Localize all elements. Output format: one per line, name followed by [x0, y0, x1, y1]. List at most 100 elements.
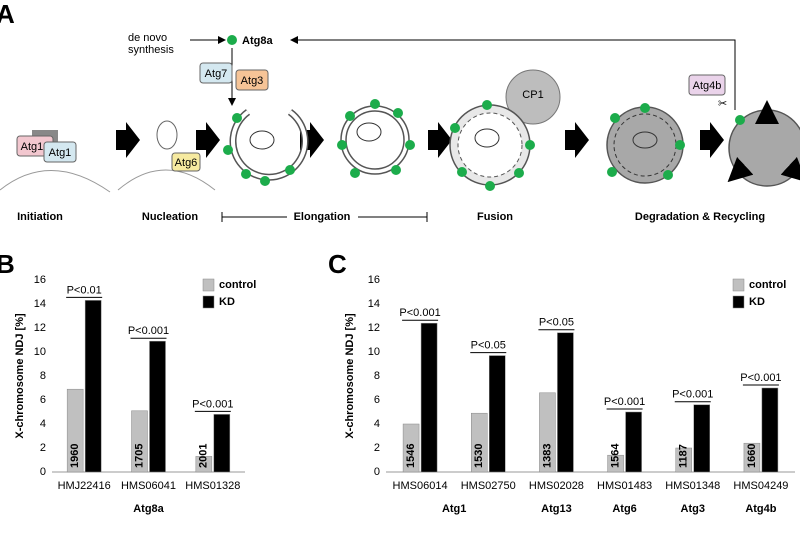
bar [471, 412, 488, 473]
count-label: 1187 [678, 444, 690, 468]
bar [84, 300, 102, 473]
count-label: 1530 [473, 444, 485, 468]
y-tick-label: 12 [368, 322, 380, 334]
lysosome [505, 69, 561, 125]
legend-swatch [202, 295, 215, 309]
x-tick-label: HMJ22416 [58, 480, 111, 492]
bar [402, 423, 420, 473]
stage-label: Initiation [17, 211, 63, 223]
protein-label: CP1 [522, 89, 543, 101]
step-arrows [116, 122, 724, 158]
p-value: P<0.001 [740, 372, 781, 384]
y-tick-label: 16 [34, 274, 46, 286]
legend-label: control [219, 279, 256, 291]
x-tick-label: HMS01348 [665, 480, 720, 492]
count-label: 469 [491, 450, 503, 468]
x-tick-label: HMS04249 [733, 480, 788, 492]
group-label: Atg13 [541, 503, 572, 515]
bar [743, 442, 761, 473]
group-label: Atg4b [745, 503, 776, 515]
p-value: P<0.05 [539, 317, 574, 329]
count-label: 1546 [405, 444, 417, 468]
bar [607, 454, 624, 473]
y-tick-label: 12 [34, 322, 46, 334]
legend-label: control [749, 279, 786, 291]
group-label: Atg8a [133, 503, 164, 515]
count-label: 1383 [541, 444, 553, 468]
p-value: P<0.001 [672, 389, 713, 401]
p-value: P<0.01 [67, 284, 102, 296]
legend-swatch [202, 278, 215, 292]
y-tick-label: 6 [374, 394, 380, 406]
bar [557, 332, 574, 473]
bar [149, 340, 166, 473]
y-axis-label: X-chromosome NDJ [%] [344, 313, 356, 439]
count-label: 1660 [746, 444, 758, 468]
protein-label: Atg7 [205, 68, 228, 80]
stage-label: Fusion [477, 211, 513, 223]
protein-label: Atg8a [242, 35, 273, 47]
x-tick-label: HMS06014 [393, 480, 448, 492]
p-value: P<0.001 [128, 325, 169, 337]
bar [761, 387, 779, 473]
count-label: 2001 [198, 444, 210, 468]
protein-box [688, 74, 726, 96]
p-value: P<0.001 [399, 307, 440, 319]
protein-label: Atg4b [693, 80, 722, 92]
protein-label: Atg13 [21, 141, 50, 153]
group-label: Atg6 [612, 503, 636, 515]
legend-label: KD [749, 296, 765, 308]
count-label: 1960 [69, 444, 81, 468]
count-label: 1564 [609, 443, 621, 468]
protein-box [235, 69, 269, 91]
annotation: synthesis [128, 44, 174, 56]
y-tick-label: 0 [374, 466, 380, 478]
panel-letter: B [0, 249, 15, 279]
count-label: 404 [559, 449, 571, 468]
legend-label: KD [219, 296, 235, 308]
count-label: 1463 [764, 444, 776, 468]
y-tick-label: 8 [374, 370, 380, 382]
count-label: 951 [423, 450, 435, 468]
panel-letter: C [328, 249, 347, 279]
protein-label: Atg6 [175, 157, 198, 169]
x-tick-label: HMS06041 [121, 480, 176, 492]
bar [420, 322, 438, 473]
bar [539, 392, 556, 473]
bar [66, 388, 84, 473]
membrane [117, 169, 216, 191]
y-tick-label: 14 [34, 298, 46, 310]
y-tick-label: 2 [374, 442, 380, 454]
group-label: Atg1 [442, 503, 466, 515]
x-tick-label: HMS01328 [185, 480, 240, 492]
y-tick-label: 10 [368, 346, 380, 358]
x-tick-label: HMS02028 [529, 480, 584, 492]
bar [131, 410, 148, 473]
y-tick-label: 6 [40, 394, 46, 406]
scissors-icon: ✂ [718, 98, 727, 110]
bar [213, 414, 231, 473]
annotation: de novo [128, 32, 167, 44]
panel-letter: A [0, 0, 15, 29]
y-tick-label: 0 [40, 466, 46, 478]
diagram: Atg13 Atg1 Atg6 CP1 [0, 32, 800, 223]
p-value: P<0.001 [192, 398, 233, 410]
group-label: Atg3 [681, 503, 705, 515]
phagophore [231, 110, 307, 180]
recycling-path [290, 36, 736, 110]
bar [693, 404, 710, 473]
y-tick-label: 2 [40, 442, 46, 454]
y-tick-label: 4 [40, 418, 46, 430]
bar [489, 355, 506, 473]
protein-box [199, 62, 233, 84]
mitochondrion [356, 122, 382, 142]
count-label: 1503 [87, 444, 99, 468]
mitochondrion [249, 130, 275, 150]
protein-label: Atg1 [49, 147, 72, 159]
count-label: 1407 [696, 444, 708, 468]
bracket [221, 212, 428, 222]
atg8a-dots [223, 35, 745, 191]
legend-swatch [732, 295, 745, 309]
p-value: P<0.05 [471, 340, 506, 352]
